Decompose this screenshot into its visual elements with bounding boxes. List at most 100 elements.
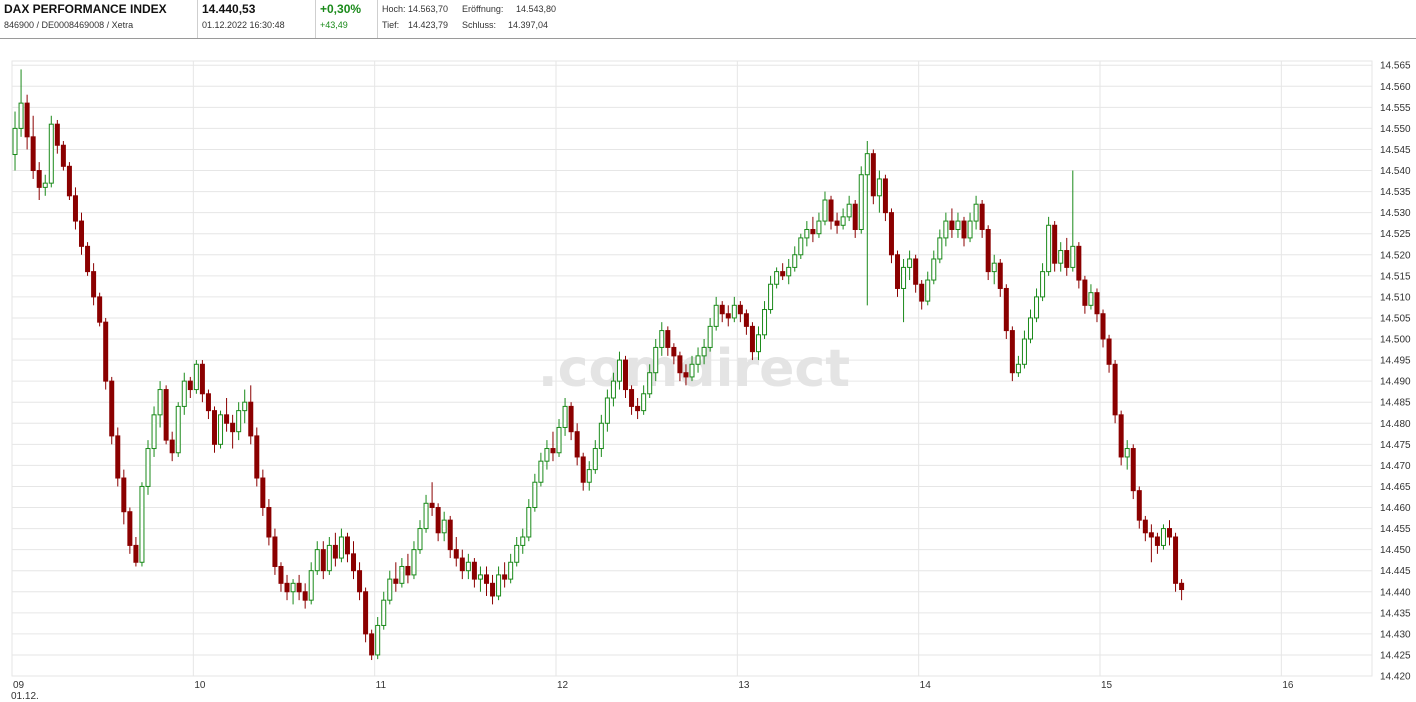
candle-body xyxy=(1021,338,1027,365)
candle-body xyxy=(538,460,544,483)
candle-body xyxy=(1064,250,1070,268)
candle-body xyxy=(199,363,205,395)
candle xyxy=(997,258,1003,297)
candle xyxy=(1088,284,1094,310)
candle-body xyxy=(1160,528,1166,546)
candle xyxy=(66,162,72,201)
candle xyxy=(604,389,610,432)
candle-body xyxy=(677,355,683,374)
candle xyxy=(707,317,713,352)
candle xyxy=(1112,360,1118,424)
candle xyxy=(798,233,804,259)
candle xyxy=(284,574,290,601)
candle-body xyxy=(181,380,187,407)
open-label: Eröffnung: xyxy=(462,4,504,14)
candle xyxy=(647,364,653,398)
candle xyxy=(308,562,314,605)
candle xyxy=(483,566,489,596)
candle-body xyxy=(532,481,538,509)
open-value: 14.543,80 xyxy=(516,4,557,14)
candle xyxy=(1148,524,1154,563)
candle-body xyxy=(1142,519,1148,534)
candle-body xyxy=(786,266,792,277)
candle xyxy=(36,162,42,201)
candle xyxy=(24,94,30,150)
x-tick-label: 16 xyxy=(1282,680,1294,691)
candle xyxy=(181,372,187,415)
candle-body xyxy=(224,414,230,424)
candle xyxy=(381,591,387,630)
candle-body xyxy=(447,519,453,551)
candle-body xyxy=(477,574,483,580)
candle-body xyxy=(1034,296,1040,319)
candle-body xyxy=(1179,582,1185,591)
candle xyxy=(314,541,320,575)
candle xyxy=(60,141,66,171)
candle-body xyxy=(483,574,489,584)
candle xyxy=(48,115,54,188)
candle-body xyxy=(707,325,713,348)
candle xyxy=(749,322,755,361)
candle-body xyxy=(695,355,701,365)
candle xyxy=(248,385,254,445)
candle-body xyxy=(985,228,991,273)
candle-body xyxy=(641,393,647,412)
candle-body xyxy=(1052,224,1058,264)
candle xyxy=(701,339,707,365)
candle-body xyxy=(284,582,290,593)
candle xyxy=(205,389,211,420)
candle xyxy=(1027,309,1033,344)
candle xyxy=(895,250,901,297)
candle xyxy=(925,271,931,306)
instrument-cell: DAX PERFORMANCE INDEX 846900 / DE0008469… xyxy=(0,0,198,38)
candle xyxy=(743,309,749,335)
candle xyxy=(526,499,532,542)
candle-body xyxy=(91,271,97,298)
candle xyxy=(955,212,961,238)
candle xyxy=(629,385,635,415)
candle-body xyxy=(556,426,562,454)
candle-body xyxy=(749,325,755,353)
candle xyxy=(967,212,973,243)
candle xyxy=(1173,532,1179,592)
candle xyxy=(230,414,236,449)
candle-body xyxy=(417,528,423,551)
y-tick-label: 14.565 xyxy=(1380,61,1411,72)
candle-body xyxy=(925,279,931,302)
candle-body xyxy=(429,502,435,509)
candle-body xyxy=(72,195,78,222)
candle-body xyxy=(949,220,955,230)
candle-body xyxy=(725,313,731,319)
candle xyxy=(369,629,375,661)
candle xyxy=(671,343,677,365)
candle-body xyxy=(647,372,653,395)
candle-body xyxy=(574,431,580,458)
candle-body xyxy=(550,448,556,454)
candle xyxy=(30,115,36,179)
candle xyxy=(1058,242,1064,272)
close-label: Schluss: xyxy=(462,20,497,30)
candle xyxy=(169,431,175,462)
candle-body xyxy=(762,309,768,336)
candle-body xyxy=(943,220,949,239)
candle xyxy=(973,195,979,230)
candle-body xyxy=(731,304,737,319)
candle-body xyxy=(465,561,471,572)
candle-body xyxy=(1003,287,1009,332)
candle-body xyxy=(592,448,598,471)
y-tick-label: 14.520 xyxy=(1380,250,1411,261)
candle xyxy=(635,397,641,420)
y-tick-label: 14.500 xyxy=(1380,335,1411,346)
candle-body xyxy=(1124,448,1130,458)
candle xyxy=(665,326,671,356)
candle xyxy=(949,208,955,238)
candle xyxy=(477,566,483,592)
candle-body xyxy=(973,203,979,222)
candle-body xyxy=(562,405,568,428)
candle xyxy=(411,541,417,580)
candle-body xyxy=(997,262,1003,289)
candle-body xyxy=(580,456,586,483)
candle xyxy=(151,406,157,457)
candle xyxy=(580,452,586,491)
candle-body xyxy=(671,346,677,357)
